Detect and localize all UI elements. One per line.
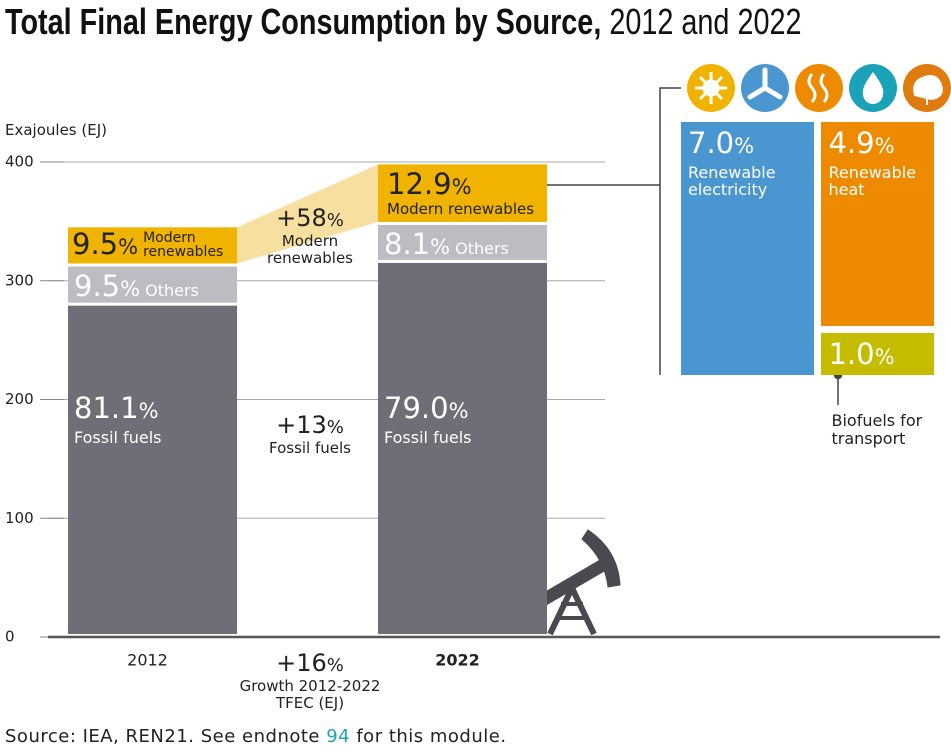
series-name: Fossil fuels — [384, 427, 472, 447]
bar-segment — [378, 224, 547, 260]
growth-value: +16 — [276, 649, 327, 677]
sun-rays — [695, 72, 727, 104]
title: Total Final Energy Consumption by Source… — [5, 2, 802, 42]
percent-sign: % — [138, 399, 159, 423]
percent-sign: % — [118, 235, 139, 260]
growth-annotation: +58% Modern renewables — [240, 205, 380, 266]
bar-segment — [378, 262, 547, 634]
percent-sign: % — [326, 655, 344, 676]
share-value: 9.5 — [74, 269, 121, 304]
bar-segment — [68, 227, 237, 264]
percent-sign: % — [451, 175, 472, 200]
title-main: Total Final Energy Consumption by Source… — [5, 1, 602, 42]
percent-sign: % — [326, 417, 344, 438]
breakdown-box — [821, 333, 934, 375]
y-tick-label: 400 — [5, 153, 34, 171]
segment-label: 79.0% Fossil fuels — [384, 391, 543, 447]
breakdown-label: 1.0% — [828, 337, 931, 372]
breakdown-box — [681, 122, 815, 375]
source-suffix: for this module. — [350, 726, 507, 747]
share-value: 12.9 — [387, 167, 452, 202]
endnote-link[interactable]: 94 — [326, 726, 351, 747]
wind-blades — [747, 67, 783, 100]
y-tick-label: 200 — [5, 390, 34, 408]
share-value: 8.1 — [384, 226, 431, 261]
growth-value: +58 — [276, 204, 327, 232]
growth-text: Growth 2012-2022 TFEC (EJ) — [239, 677, 381, 712]
bar-segment — [68, 266, 237, 303]
share-value: 4.9 — [828, 126, 875, 160]
breakdown-box — [821, 122, 934, 327]
share-group: 9.5% — [72, 227, 139, 262]
growth-value: +13 — [276, 411, 327, 439]
growth-text: Fossil fuels — [268, 439, 351, 458]
y-tick-label: 0 — [5, 628, 15, 646]
share-value: 7.0 — [688, 126, 735, 160]
segment-label: 9.5% Modern renewables — [72, 227, 233, 262]
icons — [687, 64, 951, 112]
growth-band — [237, 164, 378, 264]
breakdown-name: Renewable heat — [828, 162, 917, 200]
y-axis-label: Exajoules (EJ) — [5, 121, 107, 139]
title-suffix: 2012 and 2022 — [601, 1, 802, 42]
segment-label: 8.1% Others — [384, 226, 509, 261]
percent-sign: % — [874, 345, 895, 370]
x-tick-label: 2012 — [127, 651, 168, 670]
source: Source: IEA, REN21. See endnote 94 for t… — [5, 727, 507, 747]
breakdown-label: 4.9% Renewable heat — [828, 126, 931, 200]
bar-segment — [378, 164, 547, 222]
water-drop — [862, 72, 884, 104]
y-tick-label: 100 — [5, 509, 34, 527]
growth-annotation: +16% Growth 2012-2022 TFEC (EJ) — [225, 650, 395, 711]
bar-segment — [68, 305, 237, 634]
percent-sign: % — [874, 134, 895, 158]
segment-label: 9.5% Others — [74, 269, 199, 304]
series-name: Fossil fuels — [74, 427, 162, 447]
pump-jack — [534, 529, 621, 636]
source-text: Source: IEA, REN21. See endnote — [5, 726, 327, 747]
series-name: Modern renewables — [387, 200, 535, 219]
heat-waves — [807, 73, 829, 103]
leaf — [913, 75, 943, 105]
percent-sign: % — [326, 210, 344, 231]
heat-icon — [795, 64, 843, 112]
percent-sign: % — [448, 399, 469, 423]
segment-label: 81.1% Fossil fuels — [74, 391, 233, 447]
share-value: 9.5 — [72, 227, 119, 262]
breakdown-name: Renewable electricity — [688, 162, 776, 200]
percent-sign: % — [120, 277, 141, 302]
breakdown-label: 7.0% Renewable electricity — [688, 126, 811, 200]
share-value: 79.0 — [384, 391, 449, 425]
percent-sign: % — [734, 134, 755, 158]
y-tick-label: 300 — [5, 271, 34, 289]
series-name: Others — [145, 281, 199, 301]
growth-text: Modern renewables — [267, 232, 353, 267]
x-tick-label: 2022 — [435, 651, 480, 670]
segment-label: 12.9% Modern renewables — [387, 167, 535, 219]
series-name: Modern renewables — [143, 229, 224, 261]
growth-annotation: +13% Fossil fuels — [240, 412, 380, 457]
share-value: 1.0 — [828, 337, 875, 372]
series-name: Others — [455, 238, 509, 258]
breakdown-name: Biofuels for transport — [831, 411, 923, 448]
percent-sign: % — [430, 234, 451, 259]
share-value: 81.1 — [74, 391, 139, 425]
